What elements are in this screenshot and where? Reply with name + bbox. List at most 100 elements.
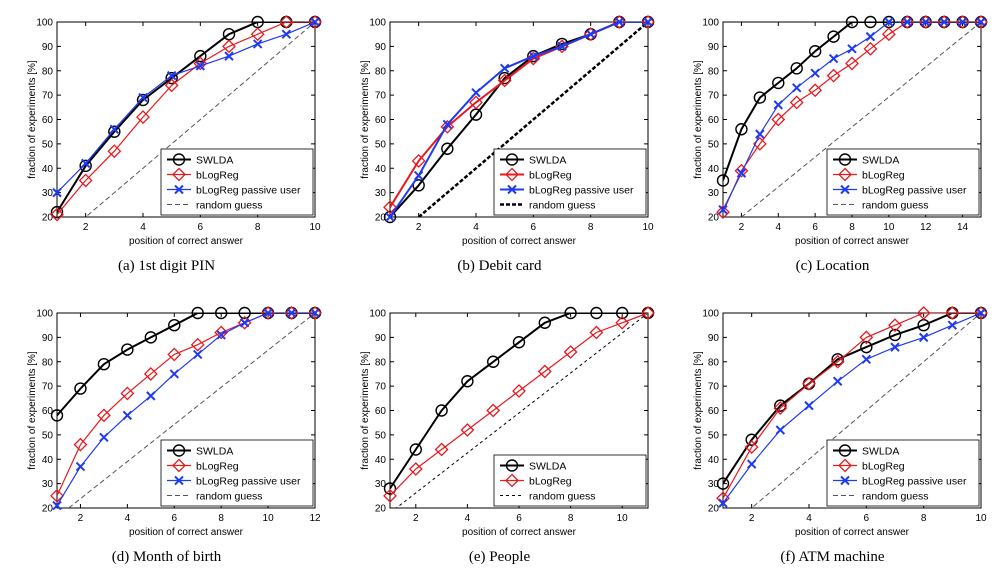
data-point xyxy=(735,123,748,136)
data-point xyxy=(845,56,859,71)
data-point xyxy=(955,15,970,29)
data-point xyxy=(440,119,455,134)
legend-label: SWLDA xyxy=(529,154,566,166)
data-point xyxy=(50,205,64,219)
x-tick-label: 2 xyxy=(83,222,89,233)
y-tick-label: 50 xyxy=(375,139,387,150)
data-point xyxy=(308,15,322,29)
data-point xyxy=(590,306,603,320)
data-point xyxy=(222,39,236,54)
series-swlda xyxy=(57,22,315,213)
data-point xyxy=(97,357,111,371)
legend-label: random guess xyxy=(196,199,263,211)
x-tick-label: 8 xyxy=(849,222,855,233)
data-point xyxy=(73,437,88,452)
series-markers xyxy=(50,15,322,222)
data-point xyxy=(411,154,426,168)
data-point xyxy=(826,68,841,83)
data-point xyxy=(900,15,915,29)
x-tick-label: 12 xyxy=(309,513,321,524)
data-point xyxy=(136,93,150,107)
y-axis-label: fraction of experiments [%] xyxy=(27,351,38,470)
series-line xyxy=(750,313,981,508)
y-tick-label: 60 xyxy=(375,115,387,126)
data-point xyxy=(753,91,767,104)
y-tick-label: 80 xyxy=(375,66,387,77)
x-tick-label: 6 xyxy=(516,513,522,524)
data-point xyxy=(772,76,785,90)
legend-marker xyxy=(174,475,184,486)
data-point xyxy=(859,330,874,345)
data-point xyxy=(224,51,234,61)
y-tick-label: 90 xyxy=(708,42,720,53)
data-point xyxy=(310,308,320,318)
data-point xyxy=(442,119,453,130)
data-point xyxy=(847,44,857,54)
series-random-guess xyxy=(750,313,981,508)
data-point xyxy=(441,142,454,155)
legend-marker xyxy=(505,473,519,488)
caption-f: (f) ATM machine xyxy=(780,549,885,565)
x-tick-label: 4 xyxy=(465,513,471,524)
data-point xyxy=(96,408,111,423)
y-tick-label: 30 xyxy=(708,188,720,199)
legend: SWLDA bLogReg bLogReg passive user random g… xyxy=(160,439,314,507)
data-point xyxy=(528,51,539,61)
caption-a: (a) 1st digit PIN xyxy=(117,258,216,274)
y-tick-label: 80 xyxy=(375,357,387,368)
data-point xyxy=(790,62,803,75)
x-tick-label: 2 xyxy=(413,513,419,524)
series-line xyxy=(395,313,648,508)
y-tick-label: 80 xyxy=(708,66,720,77)
series-markers xyxy=(385,17,653,222)
data-point xyxy=(461,375,474,388)
x-tick-label: 8 xyxy=(588,222,594,233)
data-point xyxy=(308,306,322,320)
series-swlda xyxy=(723,22,981,181)
x-axis-label: position of correct answer xyxy=(129,236,244,247)
data-point xyxy=(957,17,968,27)
y-tick-label: 100 xyxy=(36,18,53,29)
series-line xyxy=(390,313,648,490)
legend-label: bLogReg xyxy=(196,169,239,181)
y-tick-label: 30 xyxy=(708,479,720,490)
y-tick-label: 20 xyxy=(708,213,720,224)
data-point xyxy=(888,328,902,342)
legend-marker xyxy=(174,184,184,195)
data-point xyxy=(890,342,900,352)
x-tick-label: 2 xyxy=(78,513,84,524)
chart-panel-a: 20 30 40 50 60 70 80 90 100 2 4 6 8 10 position of cor… xyxy=(0,0,333,290)
data-point xyxy=(974,306,988,320)
x-axis-label: position of correct answer xyxy=(462,527,577,538)
data-point xyxy=(773,401,788,415)
series-swlda xyxy=(390,313,648,490)
data-point xyxy=(512,336,526,349)
data-point xyxy=(261,306,276,320)
data-point xyxy=(166,70,177,81)
legend-label: SWLDA xyxy=(196,445,233,457)
data-point xyxy=(974,15,988,29)
series-line xyxy=(723,22,981,213)
y-tick-label: 80 xyxy=(708,357,720,368)
legend-label: bLogReg passive user xyxy=(862,184,967,196)
data-point xyxy=(75,461,86,472)
data-point xyxy=(498,71,511,85)
y-tick-label: 30 xyxy=(375,188,387,199)
series-random-guess xyxy=(84,22,315,217)
data-point xyxy=(144,331,158,344)
chart-d: 20 30 40 50 60 70 80 90 100 2 4 6 8 10 12 position of c… xyxy=(27,306,322,538)
y-tick-label: 90 xyxy=(42,42,54,53)
legend-marker xyxy=(505,167,519,182)
y-tick-label: 40 xyxy=(708,164,720,175)
series-line xyxy=(57,313,315,497)
legend-marker xyxy=(838,458,852,473)
data-point xyxy=(383,482,397,495)
data-point xyxy=(214,325,229,340)
data-point xyxy=(773,100,783,110)
y-tick-label: 70 xyxy=(708,382,720,393)
series-blogreg xyxy=(57,313,315,497)
x-tick-label: 4 xyxy=(140,222,146,233)
data-point xyxy=(284,306,299,320)
legend-marker xyxy=(838,444,852,457)
data-point xyxy=(746,459,757,469)
